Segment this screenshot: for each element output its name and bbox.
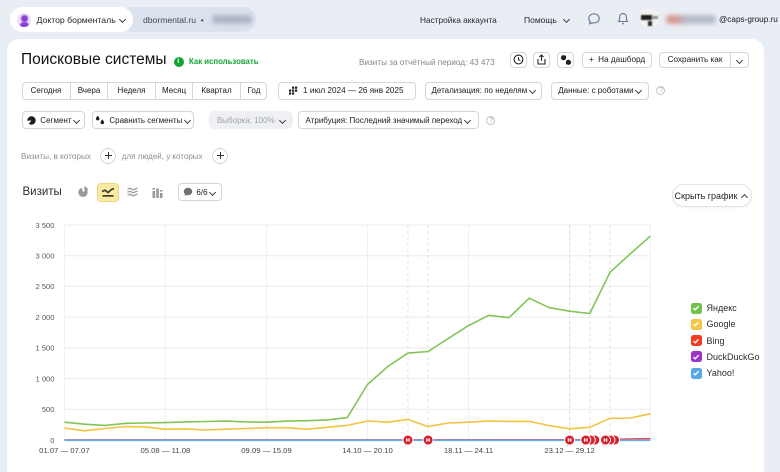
svg-text:1 000: 1 000 — [35, 374, 54, 383]
svg-text:01.07 — 07.07: 01.07 — 07.07 — [39, 446, 89, 455]
svg-text:0: 0 — [50, 436, 54, 445]
svg-text:2 500: 2 500 — [35, 282, 54, 291]
svg-text:09.09 — 15.09: 09.09 — 15.09 — [241, 446, 291, 455]
svg-text:05.08 — 11.08: 05.08 — 11.08 — [140, 446, 190, 455]
svg-text:18.11 — 24.11: 18.11 — 24.11 — [444, 446, 493, 455]
svg-text:23.12 — 29.12: 23.12 — 29.12 — [544, 446, 594, 455]
svg-text:2 000: 2 000 — [35, 313, 54, 322]
svg-text:500: 500 — [42, 405, 55, 414]
svg-text:3 000: 3 000 — [35, 252, 54, 261]
svg-text:3 500: 3 500 — [35, 221, 54, 230]
svg-text:1 500: 1 500 — [35, 344, 54, 353]
svg-text:14.10 — 20.10: 14.10 — 20.10 — [342, 446, 392, 455]
